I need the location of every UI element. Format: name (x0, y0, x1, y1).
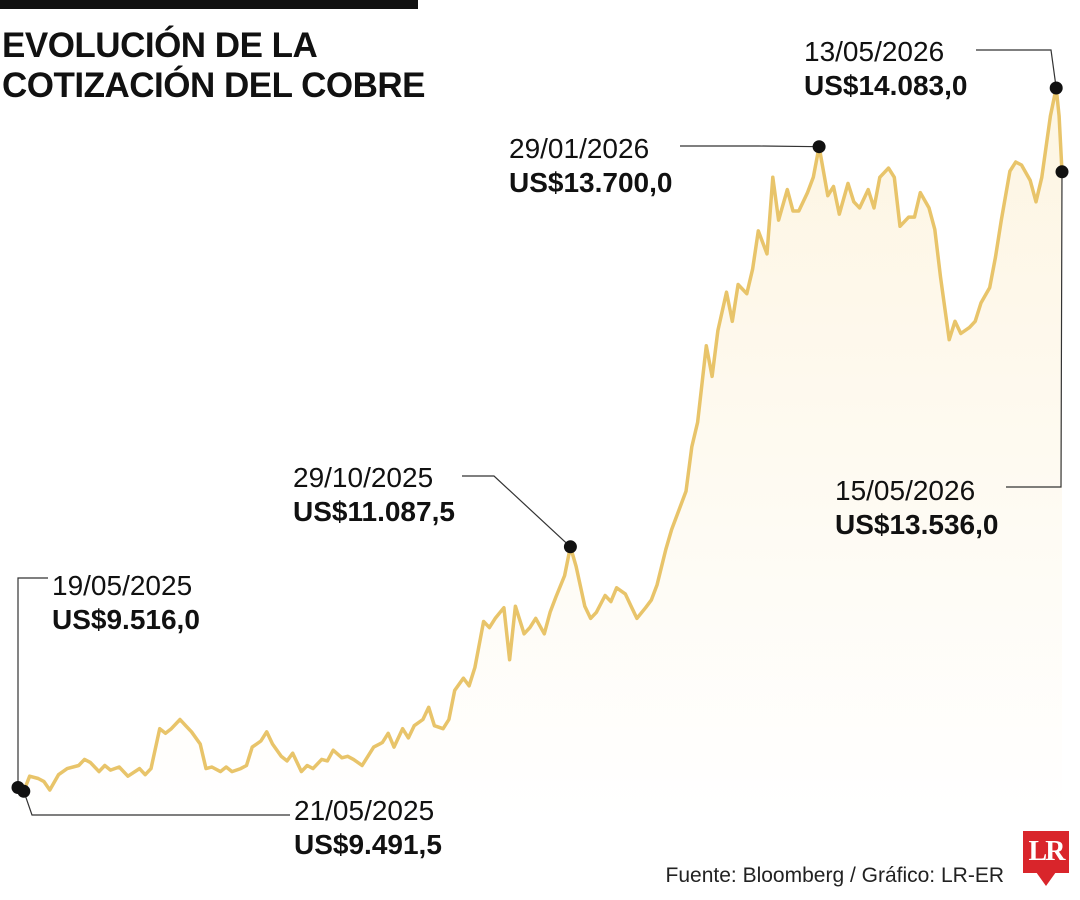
annotation-point (1049, 81, 1063, 95)
annotation-value-label: US$9.491,5 (294, 829, 442, 860)
source-note: Fuente: Bloomberg / Gráfico: LR-ER (665, 864, 1004, 887)
annotation-value-label: US$13.700,0 (509, 167, 672, 198)
annotation-leader-line (23, 791, 290, 816)
annotation-value-label: US$9.516,0 (52, 604, 200, 635)
annotation-point (1055, 165, 1069, 179)
lr-logo-tail (1036, 872, 1056, 886)
chart-title-line-2: COTIZACIÓN DEL COBRE (2, 66, 425, 105)
annotation-date-label: 29/01/2026 (509, 133, 649, 164)
annotation-point (17, 784, 31, 798)
chart-title: EVOLUCIÓN DE LA COTIZACIÓN DEL COBRE (2, 26, 425, 106)
annotation-date-label: 19/05/2025 (52, 570, 192, 601)
annotation-value-label: US$11.087,5 (293, 496, 455, 527)
annotation-leader-line (17, 577, 48, 788)
annotation-leader-line (1006, 171, 1063, 488)
lr-logo: LR (1023, 831, 1069, 873)
price-area-fill (18, 88, 1062, 820)
annotation-leader-line (462, 475, 571, 548)
chart-title-line-1: EVOLUCIÓN DE LA (2, 26, 318, 65)
price-series-line (16, 86, 1064, 794)
annotation-date-label: 29/10/2025 (293, 462, 433, 493)
annotation-date-label: 15/05/2026 (835, 475, 975, 506)
annotation-leader-line (680, 145, 820, 148)
annotation-point (812, 140, 826, 154)
annotation-date-label: 13/05/2026 (804, 36, 944, 67)
annotation-value-label: US$14.083,0 (804, 70, 967, 101)
annotation-leader-line (976, 49, 1057, 89)
annotation-value-label: US$13.536,0 (835, 509, 998, 540)
annotation-date-label: 21/05/2025 (294, 795, 434, 826)
annotation-point (563, 540, 577, 554)
top-rule (0, 0, 418, 9)
annotation-layer: 19/05/2025US$9.516,021/05/2025US$9.491,5… (11, 36, 1069, 860)
